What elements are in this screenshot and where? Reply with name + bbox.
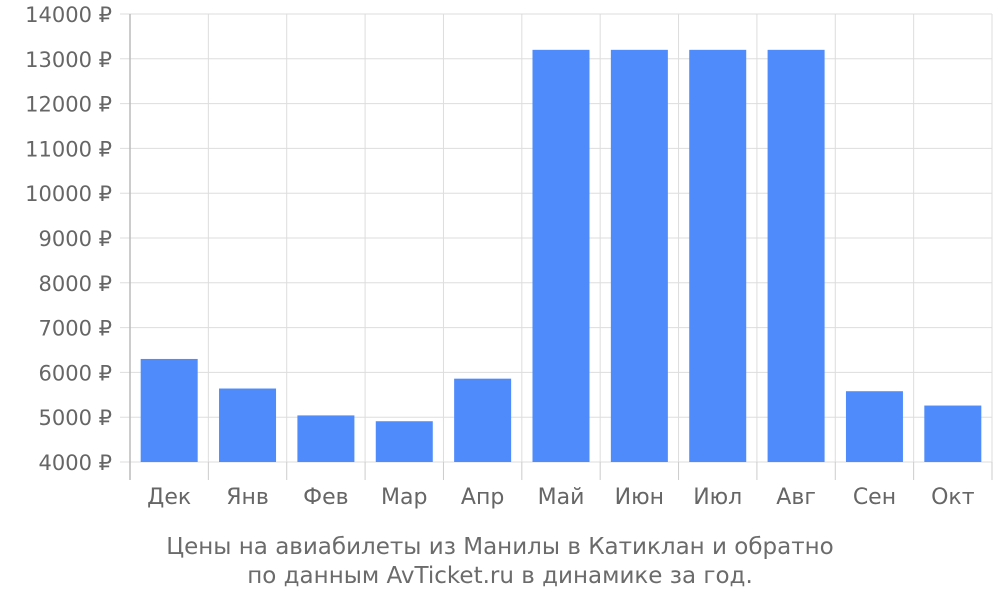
x-tick-label: Янв: [226, 485, 269, 510]
x-tick-label: Авг: [776, 485, 816, 510]
bar: [219, 388, 277, 462]
bar: [297, 415, 355, 462]
bar: [532, 49, 590, 463]
y-tick-label: 10000 ₽: [25, 182, 112, 206]
y-tick-label: 9000 ₽: [39, 227, 112, 251]
bar: [767, 49, 825, 463]
chart-title: Цены на авиабилеты из Манилы в Катиклан …: [166, 534, 834, 560]
y-tick-label: 13000 ₽: [25, 48, 112, 72]
bar: [375, 421, 433, 462]
x-tick-label: Дек: [147, 485, 191, 510]
bars: [140, 49, 982, 463]
bar: [689, 49, 747, 463]
bar: [454, 378, 512, 462]
tick-labels: 4000 ₽ 5000 ₽ 6000 ₽ 7000 ₽ 8000 ₽ 9000 ₽ 1000…: [25, 3, 975, 510]
x-tick-label: Июн: [615, 485, 664, 510]
x-tick-label: Мар: [381, 485, 427, 510]
bar: [140, 358, 198, 462]
x-tick-label: Фев: [303, 485, 348, 510]
y-tick-label: 11000 ₽: [25, 137, 112, 161]
x-tick-label: Май: [538, 485, 585, 510]
y-tick-label: 6000 ₽: [39, 361, 112, 385]
y-tick-label: 5000 ₽: [39, 406, 112, 430]
x-tick-label: Апр: [461, 485, 504, 510]
y-tick-label: 4000 ₽: [39, 451, 112, 475]
bar: [924, 405, 982, 462]
chart-subtitle: по данным AvTicket.ru в динамике за год.: [247, 563, 753, 589]
bar: [845, 391, 903, 462]
x-tick-label: Окт: [931, 485, 975, 510]
x-tick-label: Сен: [853, 485, 896, 510]
y-tick-label: 12000 ₽: [25, 93, 112, 117]
y-tick-label: 14000 ₽: [25, 3, 112, 27]
y-tick-label: 8000 ₽: [39, 272, 112, 296]
bar: [610, 49, 668, 463]
x-tick-label: Июл: [693, 485, 742, 510]
y-tick-label: 7000 ₽: [39, 317, 112, 341]
